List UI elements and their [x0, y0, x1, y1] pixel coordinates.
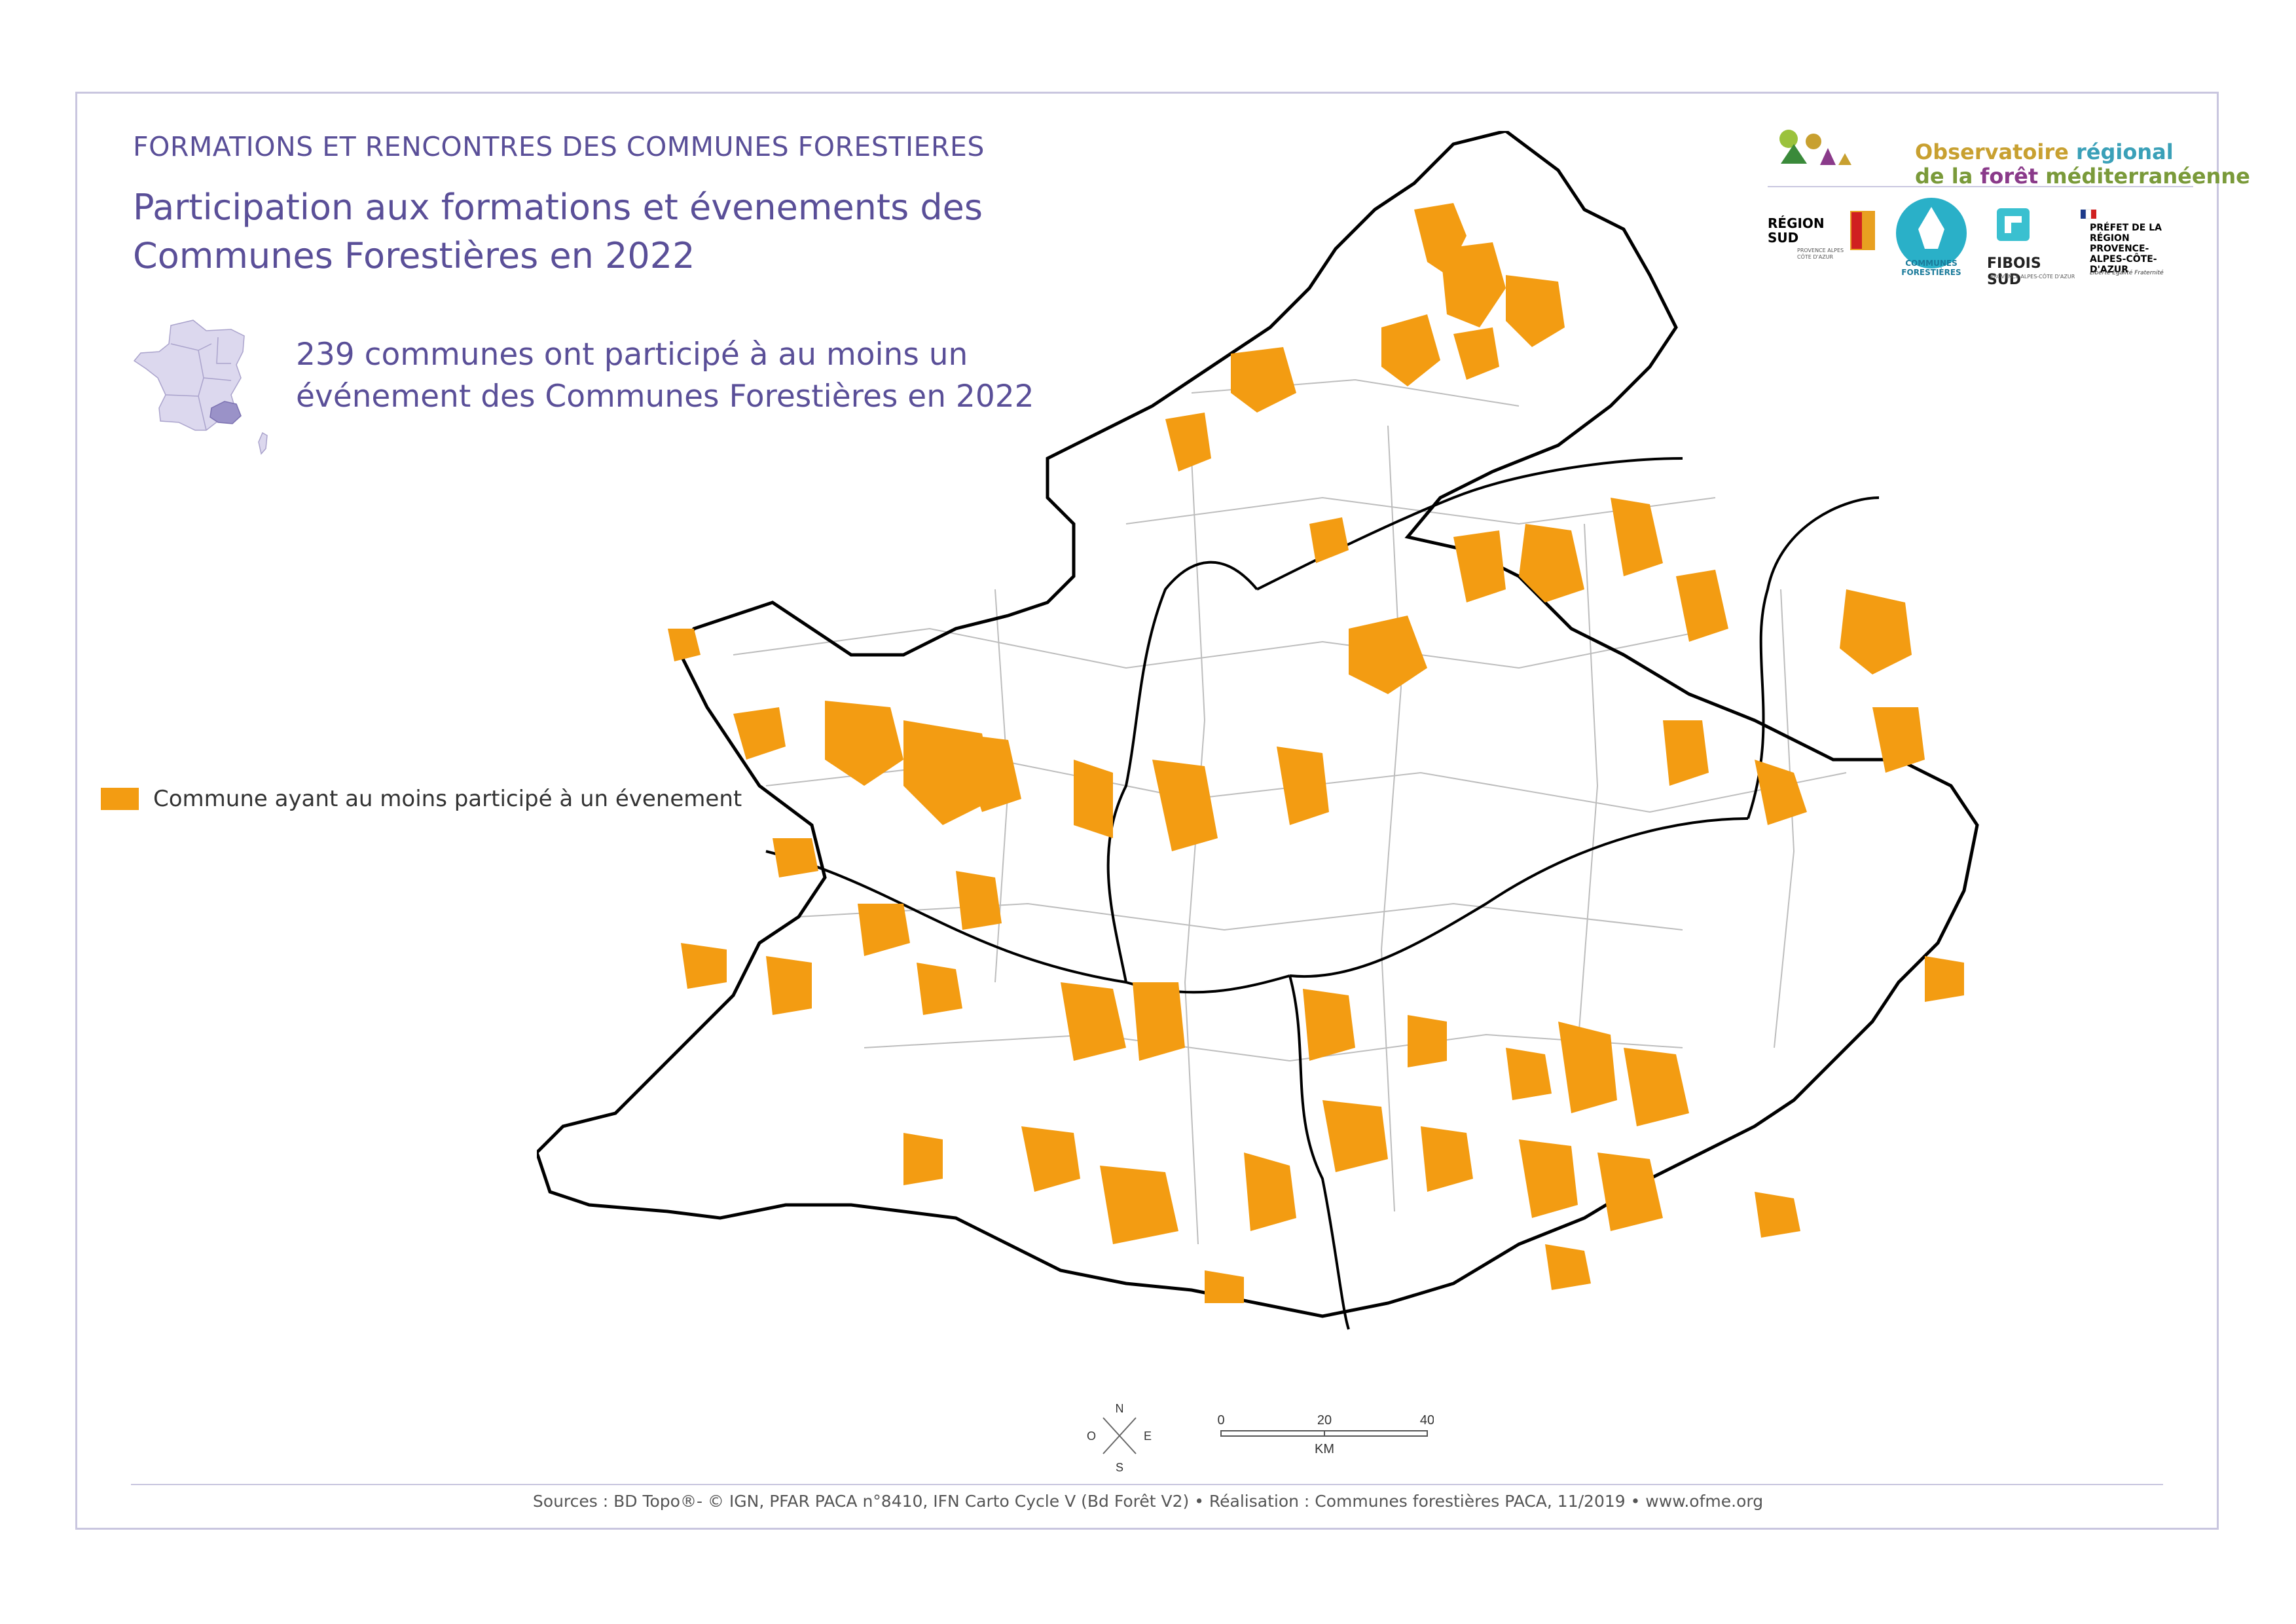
region-sud-sublabel: PROVENCE ALPES CÔTE D'AZUR [1797, 248, 1844, 260]
observatoire-word4: forêt [1980, 164, 2039, 189]
observatoire-word5: méditerranéenne [2038, 164, 2250, 189]
region-sud-logo-icon [1850, 211, 1875, 250]
compass-o: O [1087, 1430, 1096, 1443]
observatoire-word2: régional [2075, 139, 2174, 164]
map-legend: Commune ayant au moins participé à un év… [101, 786, 742, 812]
compass-n: N [1116, 1402, 1124, 1415]
compass-line-b [1102, 1417, 1137, 1454]
map-subtitle: 239 communes ont participé à au moins un… [296, 337, 1034, 415]
scale-tick-40: 40 [1420, 1413, 1434, 1428]
prefet-logo-icon [2081, 209, 2096, 219]
legend-swatch [101, 788, 139, 810]
scale-tick-20: 20 [1317, 1413, 1332, 1428]
map-title: Participation aux formations et évenemen… [133, 187, 983, 276]
footer-divider [131, 1484, 2163, 1485]
prefet-motto: Liberté Égalité Fraternité [2090, 270, 2164, 276]
paca-region-highlight [210, 401, 242, 424]
paca-outline [537, 131, 1979, 1318]
compass-rose: N S E O [1087, 1402, 1152, 1473]
observatoire-logo-line2: de la forêt méditerranéenne [1915, 164, 2250, 189]
participating-communes [668, 203, 1964, 1303]
fibois-label: FIBOIS SUD [1987, 255, 2041, 288]
scale-unit: KM [1315, 1442, 1334, 1456]
region-sud-label: RÉGION SUD [1768, 215, 1825, 246]
compass-e: E [1144, 1430, 1152, 1443]
prefet-label: PRÉFET DE LA RÉGION PROVENCE-ALPES-CÔTE-… [2090, 223, 2162, 275]
corsica-shape [258, 432, 268, 455]
scale-bar: 0 20 40 KM [1218, 1413, 1434, 1456]
scale-tick-0: 0 [1218, 1413, 1225, 1428]
communes-forestieres-label: COMMUNES FORESTIÈRES [1901, 259, 1961, 277]
sources-footer: Sources : BD Topo®- © IGN, PFAR PACA n°8… [532, 1492, 1764, 1511]
observatoire-logo-icon [1779, 130, 1851, 165]
fibois-sublabel: PROVENCE-ALPES-CÔTE D'AZUR [1990, 274, 2075, 280]
observatoire-logo-line1: Observatoire régional [1915, 139, 2174, 164]
france-inset-map [133, 320, 268, 455]
france-regions [165, 337, 232, 431]
fibois-logo-icon [1997, 208, 2030, 241]
legend-label: Commune ayant au moins participé à un év… [153, 786, 742, 812]
observatoire-word3: de la [1915, 164, 1980, 189]
map-overline: FORMATIONS ET RENCONTRES DES COMMUNES FO… [133, 131, 985, 162]
observatoire-word1: Observatoire [1915, 139, 2076, 164]
map-frame [75, 92, 2219, 1530]
compass-s: S [1116, 1461, 1123, 1473]
paca-communes-map [537, 131, 1979, 1330]
partner-logos [1768, 130, 2193, 268]
communes-forestieres-logo-icon [1896, 198, 1967, 268]
